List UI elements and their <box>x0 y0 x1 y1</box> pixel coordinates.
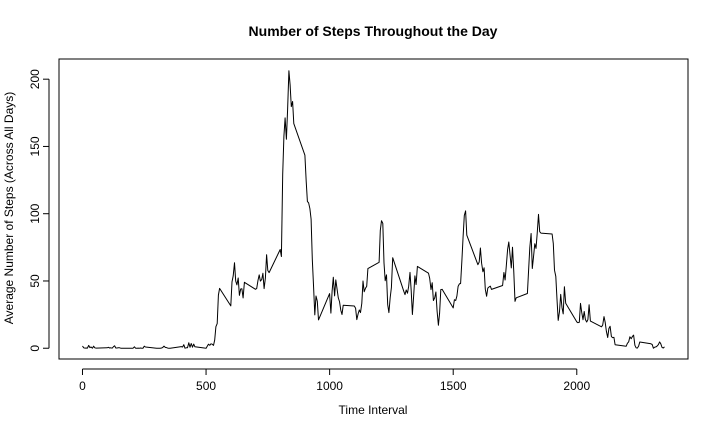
x-axis-label: Time Interval <box>339 403 408 417</box>
y-axis-label: Average Number of Steps (Across All Days… <box>2 92 16 325</box>
y-tick-label: 200 <box>28 69 42 89</box>
series-line <box>82 70 665 349</box>
x-tick-label: 1000 <box>316 379 343 393</box>
x-axis: 0 500 1000 1500 2000 <box>79 368 590 393</box>
chart-title: Number of Steps Throughout the Day <box>249 23 498 39</box>
y-tick-label: 150 <box>28 136 42 156</box>
x-tick-label: 1500 <box>440 379 467 393</box>
x-tick-label: 500 <box>196 379 216 393</box>
plot-area-frame <box>58 58 689 360</box>
x-tick-label: 2000 <box>563 379 590 393</box>
y-tick-label: 100 <box>28 203 42 223</box>
y-axis: 0 50 100 150 200 <box>28 69 50 352</box>
y-tick-label: 0 <box>28 345 42 352</box>
x-tick-label: 0 <box>79 379 86 393</box>
y-tick-label: 50 <box>28 274 42 288</box>
